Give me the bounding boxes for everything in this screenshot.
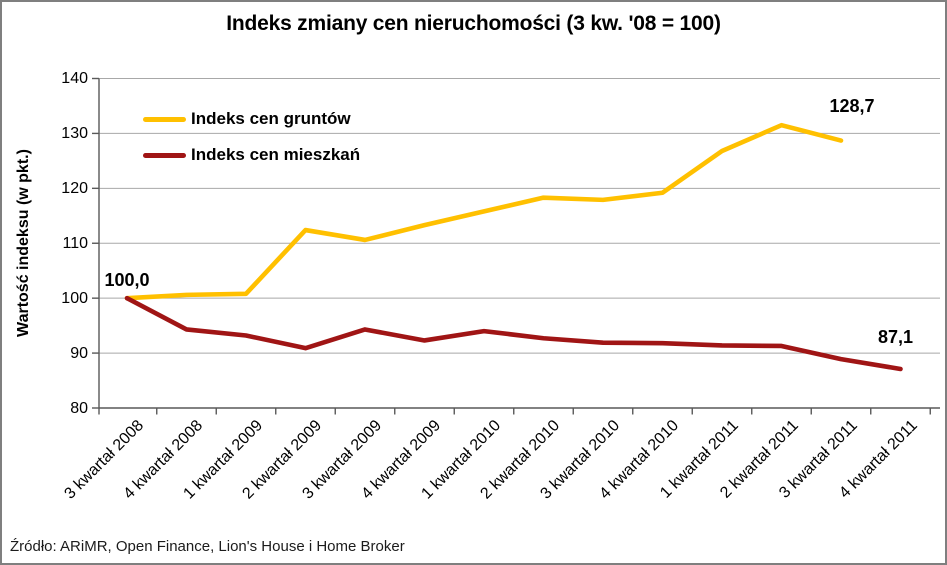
legend: Indeks cen gruntów Indeks cen mieszkań xyxy=(143,109,360,181)
legend-label-gruntow: Indeks cen gruntów xyxy=(191,109,351,128)
mieszkan-line xyxy=(124,295,903,372)
y-axis-tick-label: 80 xyxy=(70,399,88,417)
gruntow-line xyxy=(124,122,844,301)
y-axis-tick-label: 120 xyxy=(61,179,88,197)
y-axis-tick-label: 110 xyxy=(62,234,88,252)
y-axis-tick-label: 90 xyxy=(70,344,88,362)
source-note: Źródło: ARiMR, Open Finance, Lion's Hous… xyxy=(10,538,405,555)
legend-label-mieszkan: Indeks cen mieszkań xyxy=(191,145,361,164)
y-axis-tick-label: 100 xyxy=(61,289,88,307)
y-axis-tick-label: 130 xyxy=(61,124,88,142)
data-label: 128,7 xyxy=(829,95,875,116)
y-axis-tick-label: 140 xyxy=(61,70,88,87)
legend-item-mieszkan: Indeks cen mieszkań xyxy=(143,145,360,165)
mieszkan-line-swatch-icon xyxy=(143,152,186,158)
gruntow-line-swatch-icon xyxy=(143,116,186,122)
data-label: 100,0 xyxy=(104,270,150,291)
data-label: 87,1 xyxy=(877,327,914,347)
legend-item-gruntow: Indeks cen gruntów xyxy=(143,109,360,129)
chart-title: Indeks zmiany cen nieruchomości (3 kw. '… xyxy=(226,12,721,35)
